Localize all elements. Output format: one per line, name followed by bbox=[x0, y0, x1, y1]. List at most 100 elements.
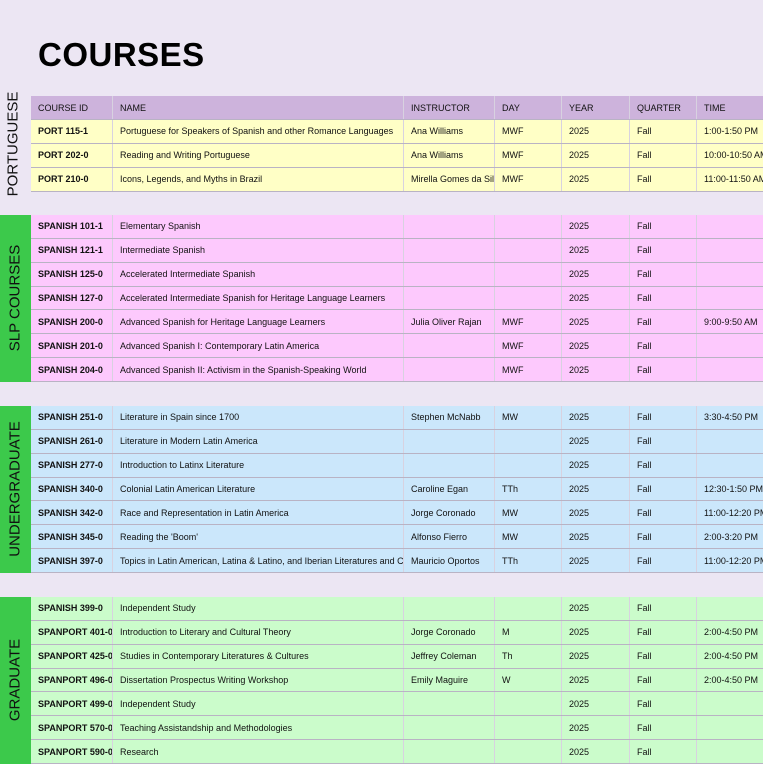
course-row: SPANISH 204-0 Advanced Spanish II: Activi… bbox=[31, 358, 763, 382]
cell: 10:00-10:50 AM bbox=[696, 143, 763, 167]
cell: Mauricio Oportos bbox=[403, 549, 494, 572]
cell: Teaching Assistandship and Methodologies bbox=[112, 716, 403, 740]
course-row: SPANISH 345-0 Reading the 'Boom' Alfonso F… bbox=[31, 525, 763, 550]
cell: Fall bbox=[629, 358, 696, 381]
cell: Fall bbox=[629, 215, 696, 238]
cell bbox=[494, 716, 561, 740]
cell: 2:00-4:50 PM bbox=[696, 668, 763, 692]
cell: 2025 bbox=[561, 692, 629, 716]
cell: Reading the 'Boom' bbox=[112, 525, 403, 549]
cell: Fall bbox=[629, 549, 696, 572]
cell: Fall bbox=[629, 120, 696, 143]
cell: Icons, Legends, and Myths in Brazil bbox=[112, 167, 403, 191]
cell: 2025 bbox=[561, 716, 629, 740]
cell: 2025 bbox=[561, 406, 629, 429]
cell bbox=[403, 358, 494, 381]
page-title: COURSES bbox=[38, 36, 205, 73]
cell: INSTRUCTOR bbox=[403, 96, 494, 119]
cell: 3:30-4:50 PM bbox=[696, 406, 763, 429]
cell bbox=[403, 429, 494, 453]
cell: Fall bbox=[629, 740, 696, 763]
cell: 2025 bbox=[561, 238, 629, 262]
cell: Literature in Modern Latin America bbox=[112, 429, 403, 453]
cell: SPANISH 397-0 bbox=[38, 555, 103, 566]
section-strip bbox=[0, 406, 31, 573]
cell: MWF bbox=[494, 334, 561, 358]
cell: COURSE ID bbox=[38, 102, 89, 113]
cell: TTh bbox=[494, 549, 561, 572]
cell: Fall bbox=[629, 525, 696, 549]
course-row: SPANISH 101-1 Elementary Spanish 2025 Fall bbox=[31, 215, 763, 239]
cell: Independent Study bbox=[112, 692, 403, 716]
cell: SPANISH 345-0 bbox=[38, 531, 103, 542]
cell: 11:00-12:20 PM bbox=[696, 501, 763, 525]
cell: Intermediate Spanish bbox=[112, 238, 403, 262]
course-row: SPANISH 201-0 Advanced Spanish I: Contemp… bbox=[31, 334, 763, 359]
cell bbox=[494, 740, 561, 763]
cell: Advanced Spanish I: Contemporary Latin A… bbox=[112, 334, 403, 358]
cell: MWF bbox=[494, 120, 561, 143]
cell bbox=[696, 238, 763, 262]
cell: Research bbox=[112, 740, 403, 763]
cell: 11:00-11:50 AM bbox=[696, 167, 763, 191]
course-row: SPANISH 261-0 Literature in Modern Latin … bbox=[31, 429, 763, 454]
cell: DAY bbox=[494, 96, 561, 119]
cell: SPANPORT 425-0 bbox=[38, 651, 112, 662]
cell: 2025 bbox=[561, 525, 629, 549]
cell: SPANPORT 496-0 bbox=[38, 674, 112, 685]
cell: 2025 bbox=[561, 167, 629, 191]
cell bbox=[494, 597, 561, 620]
cell: 2025 bbox=[561, 143, 629, 167]
cell bbox=[403, 238, 494, 262]
cell: SPANISH 200-0 bbox=[38, 316, 103, 327]
cell: SPANISH 342-0 bbox=[38, 507, 103, 518]
cell: PORT 210-0 bbox=[38, 174, 89, 185]
cell: 2025 bbox=[561, 620, 629, 644]
cell: Fall bbox=[629, 716, 696, 740]
cell: Fall bbox=[629, 334, 696, 358]
cell: Dissertation Prospectus Writing Workshop bbox=[112, 668, 403, 692]
cell: MWF bbox=[494, 167, 561, 191]
cell: TIME bbox=[696, 96, 763, 119]
cell bbox=[696, 692, 763, 716]
cell bbox=[696, 262, 763, 286]
cell: Introduction to Literary and Cultural Th… bbox=[112, 620, 403, 644]
cell: Alfonso Fierro bbox=[403, 525, 494, 549]
cell: YEAR bbox=[561, 96, 629, 119]
cell bbox=[403, 262, 494, 286]
cell: SPANISH 201-0 bbox=[38, 340, 103, 351]
course-row: SPANISH 277-0 Introduction to Latinx Lite… bbox=[31, 453, 763, 478]
cell: Emily Maguire bbox=[403, 668, 494, 692]
cell: 1:00-1:50 PM bbox=[696, 120, 763, 143]
cell: SPANPORT 401-0 bbox=[38, 627, 112, 638]
cell: 2:00-3:20 PM bbox=[696, 525, 763, 549]
cell: Fall bbox=[629, 286, 696, 310]
cell: SPANISH 340-0 bbox=[38, 483, 103, 494]
cell: Fall bbox=[629, 644, 696, 668]
cell: Fall bbox=[629, 262, 696, 286]
course-row: PORT 210-0 Icons, Legends, and Myths in B… bbox=[31, 167, 763, 192]
course-row: SPANISH 397-0 Topics in Latin American, L… bbox=[31, 549, 763, 573]
cell: TTh bbox=[494, 477, 561, 501]
cell: Fall bbox=[629, 501, 696, 525]
cell: 2025 bbox=[561, 597, 629, 620]
cell: Independent Study bbox=[112, 597, 403, 620]
cell: Jeffrey Coleman bbox=[403, 644, 494, 668]
section-label: SLP COURSES bbox=[6, 245, 24, 352]
course-row: SPANPORT 401-0 Introduction to Literary a… bbox=[31, 620, 763, 645]
cell: Caroline Egan bbox=[403, 477, 494, 501]
cell bbox=[494, 238, 561, 262]
cell: SPANISH 121-1 bbox=[38, 245, 103, 256]
section-label: PORTUGUESE bbox=[4, 91, 22, 197]
cell: W bbox=[494, 668, 561, 692]
cell: Introduction to Latinx Literature bbox=[112, 453, 403, 477]
course-row: SPANISH 121-1 Intermediate Spanish 2025 Fal… bbox=[31, 238, 763, 263]
cell: 2025 bbox=[561, 453, 629, 477]
cell: SPANISH 251-0 bbox=[38, 412, 103, 423]
cell: Jorge Coronado bbox=[403, 501, 494, 525]
cell: Portuguese for Speakers of Spanish and o… bbox=[112, 120, 403, 143]
cell: Elementary Spanish bbox=[112, 215, 403, 238]
cell: Advanced Spanish II: Activism in the Spa… bbox=[112, 358, 403, 381]
cell: 2025 bbox=[561, 334, 629, 358]
